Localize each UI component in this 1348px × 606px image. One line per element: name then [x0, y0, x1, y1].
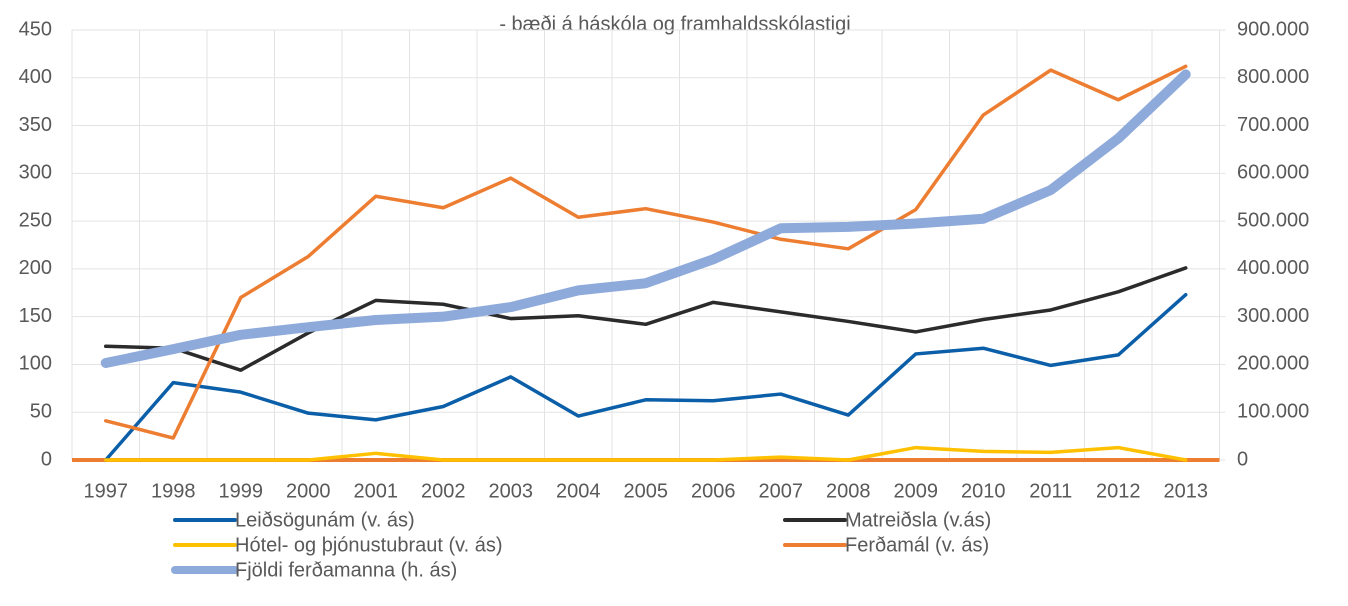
x-tick-label: 2011: [1029, 480, 1072, 502]
series-line: [104, 445, 1188, 462]
y-tick-label: 400: [19, 66, 52, 88]
y2-tick-label: 900.000: [1237, 18, 1309, 40]
y2-tick-label: 200.000: [1237, 353, 1309, 375]
x-tick-label: 2002: [421, 480, 466, 502]
x-tick-label: 2013: [1164, 480, 1209, 502]
y2-tick-label: 100.000: [1237, 401, 1309, 423]
y-tick-label: 300: [19, 162, 52, 184]
series-line: [104, 266, 1188, 372]
y2-tick-label: 0: [1237, 448, 1248, 470]
y2-tick-label: 800.000: [1237, 66, 1309, 88]
y-tick-label: 150: [19, 305, 52, 327]
y-tick-label: 250: [19, 209, 52, 231]
y2-tick-label: 400.000: [1237, 257, 1309, 279]
y-tick-label: 0: [41, 448, 52, 470]
x-tick-label: 2003: [489, 480, 534, 502]
y-tick-label: 350: [19, 114, 52, 136]
legend-label: Hótel- og þjónustubraut (v. ás): [235, 534, 503, 556]
x-tick-label: 2006: [691, 480, 736, 502]
x-tick-label: 2005: [624, 480, 669, 502]
y-tick-label: 450: [19, 18, 52, 40]
x-tick-label: 2008: [826, 480, 871, 502]
legend-label: Ferðamál (v. ás): [845, 534, 989, 556]
y-tick-label: 100: [19, 353, 52, 375]
y-tick-label: 50: [30, 401, 52, 423]
legend-label: Leiðsögunám (v. ás): [235, 509, 415, 531]
chart-subtitle: - bæði á háskóla og framhaldsskólastigi: [499, 13, 850, 35]
y-tick-label: 200: [19, 257, 52, 279]
y2-tick-label: 500.000: [1237, 209, 1309, 231]
series-line: [104, 64, 1188, 440]
legend-label: Matreiðsla (v.ás): [845, 509, 991, 531]
x-tick-label: 2009: [894, 480, 939, 502]
x-tick-label: 2007: [759, 480, 804, 502]
series-line: [100, 69, 1191, 369]
y2-tick-label: 300.000: [1237, 305, 1309, 327]
x-tick-label: 2010: [961, 480, 1006, 502]
y2-tick-label: 700.000: [1237, 114, 1309, 136]
x-tick-label: 1998: [151, 480, 196, 502]
legend-label: Fjöldi ferðamanna (h. ás): [235, 559, 457, 581]
series-line: [104, 292, 1188, 462]
x-tick-label: 2012: [1096, 480, 1141, 502]
x-tick-label: 2001: [354, 480, 399, 502]
x-tick-label: 2000: [286, 480, 331, 502]
x-tick-label: 1999: [219, 480, 264, 502]
x-tick-label: 1997: [84, 480, 129, 502]
y2-tick-label: 600.000: [1237, 162, 1309, 184]
x-tick-label: 2004: [556, 480, 601, 502]
